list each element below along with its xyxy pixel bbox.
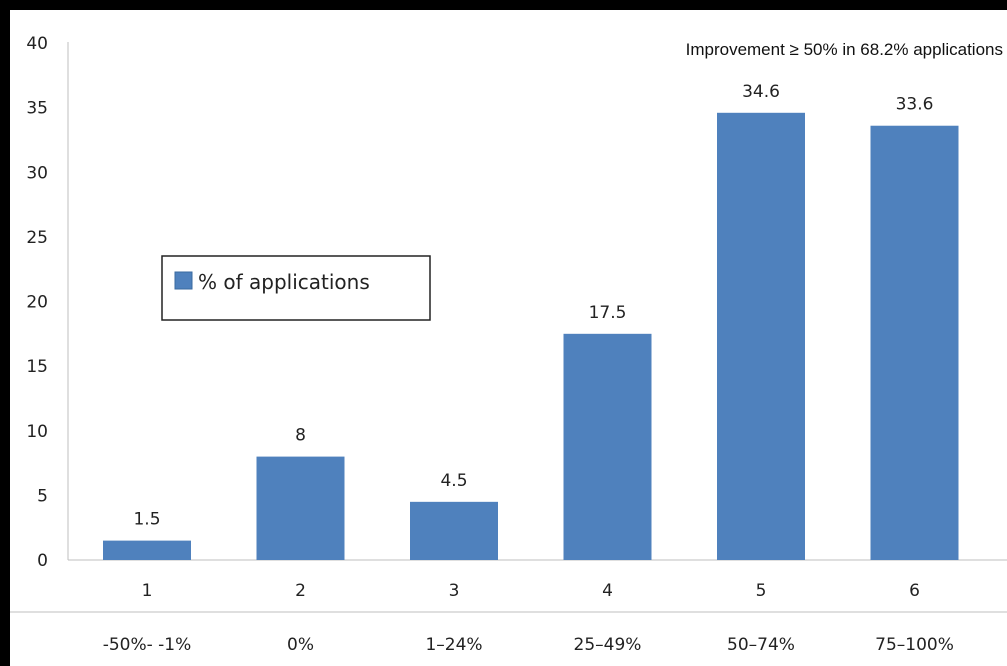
- data-label: 1.5: [133, 510, 160, 530]
- data-label: 17.5: [589, 303, 627, 323]
- y-tick-label: 40: [26, 34, 48, 54]
- legend: % of applications: [161, 255, 431, 321]
- legend-label: % of applications: [198, 270, 370, 294]
- data-label: 4.5: [440, 471, 467, 491]
- x-axis-categories: 1 2 3 4 5 6: [142, 581, 920, 601]
- y-axis-ticks: 0 5 10 15 20 25 30 35 40: [26, 34, 48, 571]
- legend-box: [161, 255, 431, 321]
- y-tick-label: 25: [26, 228, 48, 248]
- data-label: 8: [295, 426, 306, 446]
- range-label: -50%- -1%: [103, 635, 192, 655]
- data-label: 34.6: [742, 82, 780, 102]
- y-tick-label: 5: [37, 486, 48, 506]
- x-category-label: 3: [449, 581, 460, 601]
- bar: [563, 333, 652, 560]
- x-category-label: 1: [142, 581, 153, 601]
- x-category-label: 4: [602, 581, 613, 601]
- bar-series: [103, 112, 959, 561]
- x-category-label: 5: [756, 581, 767, 601]
- range-label: 75–100%: [875, 635, 954, 655]
- range-label: 1–24%: [425, 635, 482, 655]
- legend-swatch: [174, 271, 193, 290]
- range-label: 50–74%: [727, 635, 795, 655]
- range-label: 0%: [287, 635, 314, 655]
- data-labels: 1.5 8 4.5 17.5 34.6 33.6: [133, 82, 933, 530]
- range-labels-row: -50%- -1% 0% 1–24% 25–49% 50–74% 75–100%: [103, 635, 954, 655]
- y-tick-label: 20: [26, 293, 48, 313]
- bar: [717, 112, 805, 561]
- y-tick-label: 10: [26, 422, 48, 442]
- y-tick-label: 0: [37, 551, 48, 571]
- y-tick-label: 35: [26, 99, 48, 119]
- y-tick-label: 15: [26, 357, 48, 377]
- range-label: 25–49%: [574, 635, 642, 655]
- improvement-annotation: Improvement ≥ 50% in 68.2% applications: [686, 40, 1003, 59]
- bar: [870, 125, 959, 560]
- bar: [103, 540, 191, 560]
- x-category-label: 6: [909, 581, 920, 601]
- bar: [256, 456, 345, 560]
- bar: [410, 501, 498, 560]
- y-tick-label: 30: [26, 163, 48, 183]
- x-category-label: 2: [295, 581, 306, 601]
- data-label: 33.6: [896, 95, 934, 115]
